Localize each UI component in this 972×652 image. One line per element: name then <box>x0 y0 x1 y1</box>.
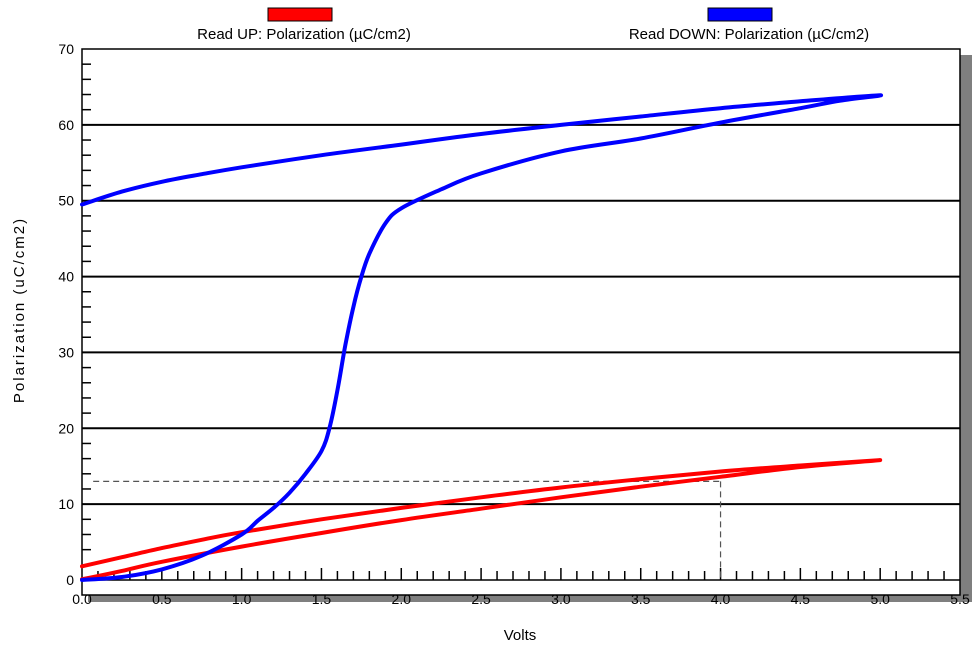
y-tick-label: 70 <box>58 41 74 57</box>
x-tick-labels: 0.0 0.5 1.0 1.5 2.0 2.5 3.0 3.5 4.0 4.5 5.0 5.5 <box>72 591 970 607</box>
y-axis-title: Polarization (uC/cm2) <box>11 217 28 403</box>
x-tick-label: 5.0 <box>870 591 890 607</box>
x-tick-label: 1.0 <box>232 591 252 607</box>
x-axis-title: Volts <box>504 627 537 644</box>
x-tick-label: 4.5 <box>791 591 811 607</box>
x-tick-label: 4.0 <box>711 591 731 607</box>
x-tick-label: 5.5 <box>950 591 970 607</box>
y-tick-label: 0 <box>66 572 74 588</box>
legend-swatch-read-up <box>267 7 333 22</box>
legend-label-read-down: Read DOWN: Polarization (µC/cm2) <box>629 26 869 43</box>
x-tick-label: 0.0 <box>72 591 92 607</box>
x-tick-label: 0.5 <box>152 591 172 607</box>
legend-label-read-up: Read UP: Polarization (µC/cm2) <box>197 26 411 43</box>
x-tick-label: 1.5 <box>312 591 332 607</box>
y-tick-label: 60 <box>58 117 74 133</box>
legend-swatch-read-down <box>707 7 773 22</box>
y-tick-label: 30 <box>58 344 74 360</box>
x-tick-label: 3.0 <box>551 591 571 607</box>
y-tick-label: 20 <box>58 420 74 436</box>
series-lines <box>80 93 883 582</box>
minor-ticks <box>82 63 945 580</box>
y-tick-label: 50 <box>58 193 74 209</box>
x-tick-label: 2.0 <box>392 591 412 607</box>
y-tick-label: 40 <box>58 269 74 285</box>
grid-lines <box>82 123 960 581</box>
y-tick-labels: 0 10 20 30 40 50 60 70 <box>58 41 74 588</box>
y-tick-label: 10 <box>58 496 74 512</box>
x-tick-label: 2.5 <box>471 591 491 607</box>
x-tick-label: 3.5 <box>631 591 651 607</box>
series-line-read-down <box>80 93 883 582</box>
